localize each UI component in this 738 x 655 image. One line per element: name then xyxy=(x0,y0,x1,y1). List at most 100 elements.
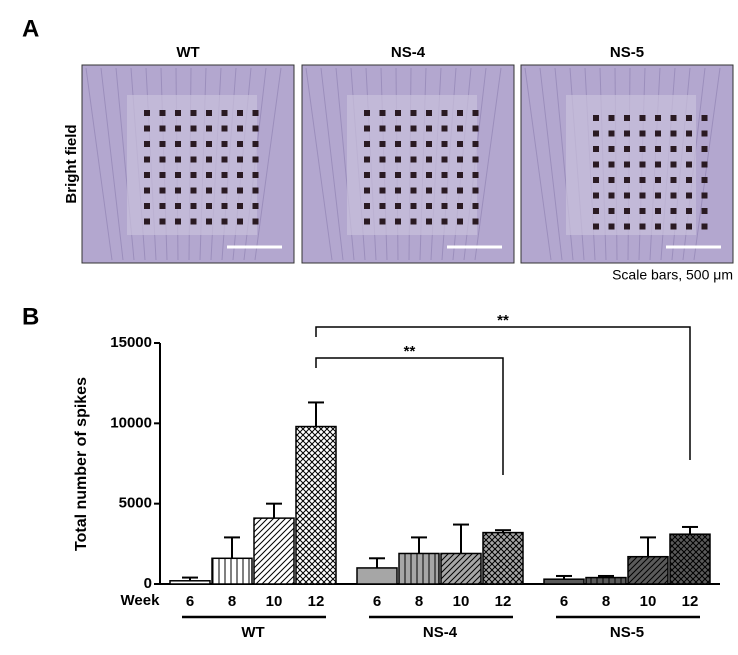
electrode xyxy=(670,192,677,199)
electrode xyxy=(457,141,463,147)
electrode xyxy=(426,156,432,163)
electrode xyxy=(190,187,197,194)
y-tick-label: 5000 xyxy=(119,495,152,512)
electrode xyxy=(441,172,448,178)
bar xyxy=(253,517,295,585)
electrode xyxy=(364,141,370,147)
electrode xyxy=(701,130,708,137)
electrode xyxy=(379,110,386,116)
electrode xyxy=(624,208,630,214)
bar xyxy=(398,552,440,585)
y-tick-label: 0 xyxy=(144,575,152,592)
panel-label: B xyxy=(22,303,39,330)
electrode xyxy=(252,156,259,163)
electrode xyxy=(639,115,646,121)
electrode xyxy=(410,218,417,225)
electrode xyxy=(144,110,150,116)
electrode xyxy=(364,125,370,132)
electrode xyxy=(639,208,646,214)
electrode xyxy=(379,187,386,194)
x-axis-title: Week xyxy=(121,592,161,609)
electrode xyxy=(701,208,708,214)
electrode xyxy=(441,125,448,132)
bar xyxy=(440,552,482,585)
group-label: NS-4 xyxy=(423,624,458,641)
electrode xyxy=(472,187,479,194)
significance-label: ** xyxy=(404,343,416,360)
electrode-trace xyxy=(320,67,344,261)
electrode xyxy=(701,192,708,199)
electrode xyxy=(472,110,479,116)
electrode xyxy=(364,187,370,194)
electrode xyxy=(441,141,448,147)
electrode xyxy=(221,110,228,116)
electrode xyxy=(144,218,150,225)
electrode xyxy=(252,125,259,132)
electrode xyxy=(190,218,197,225)
electrode xyxy=(670,115,677,121)
electrode xyxy=(237,125,243,132)
group-label: NS-5 xyxy=(610,624,644,641)
row-label: Bright field xyxy=(63,124,80,203)
electrode xyxy=(237,156,243,163)
electrode xyxy=(379,156,386,163)
electrode xyxy=(670,130,677,137)
electrode xyxy=(426,141,432,147)
electrode xyxy=(670,146,677,152)
electrode xyxy=(395,203,401,209)
electrode xyxy=(206,203,212,209)
bar xyxy=(295,425,337,585)
electrode xyxy=(379,125,386,132)
electrode xyxy=(624,192,630,199)
electrode xyxy=(608,146,615,152)
electrode xyxy=(221,141,228,147)
electrode xyxy=(624,223,630,230)
electrode xyxy=(655,161,661,168)
electrode xyxy=(593,130,599,137)
electrode xyxy=(410,203,417,209)
electrode xyxy=(472,141,479,147)
y-tick-label: 15000 xyxy=(110,334,152,351)
electrode-trace xyxy=(100,67,124,261)
electrode xyxy=(364,172,370,178)
electrode xyxy=(686,192,692,199)
electrode xyxy=(639,130,646,137)
electrode xyxy=(175,172,181,178)
electrode xyxy=(426,218,432,225)
electrode xyxy=(379,141,386,147)
significance-bracket xyxy=(315,357,504,475)
electrode xyxy=(608,208,615,214)
bar xyxy=(482,531,524,585)
electrode xyxy=(237,203,243,209)
electrode xyxy=(639,192,646,199)
electrode xyxy=(624,130,630,137)
electrode xyxy=(655,146,661,152)
electrode-trace xyxy=(254,67,282,261)
electrode xyxy=(221,203,228,209)
bar xyxy=(169,580,211,585)
micrograph-center xyxy=(127,95,257,235)
electrode xyxy=(410,187,417,194)
electrode xyxy=(608,223,615,230)
electrode xyxy=(624,115,630,121)
significance-label: ** xyxy=(497,312,509,329)
electrode xyxy=(221,156,228,163)
electrode xyxy=(410,110,417,116)
electrode xyxy=(252,141,259,147)
electrode xyxy=(395,172,401,178)
electrode xyxy=(639,161,646,168)
electrode xyxy=(175,125,181,132)
electrode xyxy=(593,208,599,214)
electrode xyxy=(441,203,448,209)
electrode-trace xyxy=(305,67,333,261)
electrode xyxy=(426,172,432,178)
electrode xyxy=(175,187,181,194)
electrode xyxy=(206,187,212,194)
y-tick-label: 10000 xyxy=(110,414,152,431)
electrode xyxy=(190,172,197,178)
electrode xyxy=(655,223,661,230)
electrode-trace xyxy=(524,67,552,261)
electrode xyxy=(252,203,259,209)
electrode xyxy=(410,156,417,163)
image-title: NS-4 xyxy=(391,44,426,61)
